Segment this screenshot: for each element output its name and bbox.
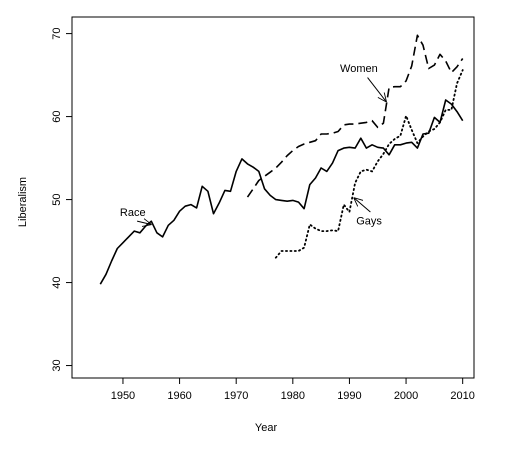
x-tick-label: 1960 — [167, 390, 191, 402]
x-tick-label: 1980 — [281, 390, 305, 402]
x-tick-label: 2000 — [394, 390, 418, 402]
series-line-race — [99, 99, 464, 285]
annotation-label-race: Race — [120, 207, 146, 219]
y-axis-title: Liberalism — [17, 177, 29, 227]
x-axis-title: Year — [255, 422, 278, 434]
plot-frame — [71, 16, 475, 379]
x-tick-label: 2010 — [450, 390, 474, 402]
x-tick-label: 1970 — [224, 390, 248, 402]
x-axis: 1950 1960 1970 1980 1990 2000 2010 — [111, 378, 475, 402]
y-tick-label: 70 — [51, 27, 63, 39]
y-tick-label: 60 — [51, 110, 63, 122]
y-tick-label: 40 — [51, 276, 63, 288]
series-line-women — [246, 34, 464, 198]
annotation-label-women: Women — [340, 63, 378, 75]
series-layer — [99, 34, 464, 285]
x-tick-label: 1990 — [337, 390, 361, 402]
annotation-arrow-gays — [354, 198, 371, 213]
annotation-arrow-women — [367, 77, 387, 102]
annotation-arrow-race — [136, 221, 151, 224]
y-tick-label: 30 — [51, 359, 63, 371]
y-tick-label: 50 — [51, 193, 63, 205]
x-tick-label: 1950 — [111, 390, 135, 402]
annotation-label-gays: Gays — [356, 215, 382, 227]
y-axis: 30 40 50 60 70 — [51, 27, 72, 372]
annotation-layer: Race Women Gays — [120, 63, 387, 227]
series-line-gays — [274, 69, 464, 259]
